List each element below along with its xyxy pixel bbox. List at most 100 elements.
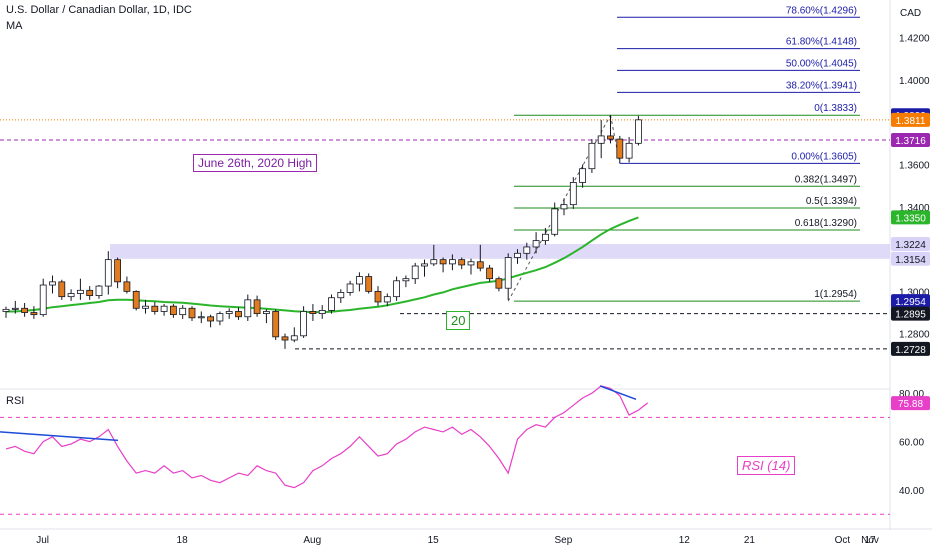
- candle-body: [300, 311, 308, 337]
- candle-body: [132, 290, 140, 309]
- candle-body: [337, 292, 345, 299]
- price-tag-bg: [891, 341, 930, 356]
- candle-body: [281, 336, 289, 341]
- candle-body: [458, 259, 466, 266]
- time-axis-tick: 17: [864, 535, 876, 546]
- rsi-value-tag-bg: [891, 396, 930, 411]
- time-axis-tick: 15: [428, 535, 440, 546]
- time-axis-tick: Nov: [861, 535, 879, 546]
- candle-body: [244, 299, 252, 318]
- candle-body: [486, 267, 494, 280]
- candle-body: [569, 182, 577, 206]
- candle-body: [346, 283, 354, 293]
- fib-retracement-label: 1(1.2954): [814, 289, 857, 300]
- candle-body: [328, 297, 335, 311]
- rsi-pane-title: RSI: [6, 395, 24, 407]
- resistance-zone: [110, 243, 890, 259]
- price-tag-bg: [891, 294, 930, 309]
- june-high-annotation: June 26th, 2020 High: [193, 154, 318, 172]
- candle-body: [579, 168, 586, 183]
- candle-body: [430, 259, 438, 265]
- price-tag-label: 1.3716: [895, 136, 926, 147]
- candle-body: [262, 311, 270, 314]
- candle-body: [151, 305, 159, 312]
- candle-body: [30, 312, 38, 316]
- time-axis-tick: Jul: [36, 535, 49, 546]
- candle-body: [514, 252, 521, 258]
- candle-body: [504, 257, 512, 289]
- price-tag-label: 1.3224: [895, 240, 926, 251]
- price-tag-bg: [891, 251, 930, 266]
- fib-extension-label: 61.80%(1.4148): [786, 37, 857, 48]
- candle-body: [318, 310, 326, 314]
- candle-body: [393, 280, 401, 298]
- candle-body: [560, 204, 568, 210]
- rsi-axis-tick: 80.00: [899, 389, 924, 400]
- candle-body: [290, 335, 298, 341]
- price-tag-label: 1.3350: [895, 213, 926, 224]
- fib-retracement-label: 0.5(1.3394): [806, 196, 857, 207]
- price-axis-tick: 1.4000: [899, 76, 930, 87]
- fib-extension-label: 38.20%(1.3941): [786, 80, 857, 91]
- candle-body: [216, 313, 224, 322]
- candle-body: [235, 311, 242, 318]
- time-axis-tick: Oct: [835, 535, 851, 546]
- candle-body: [439, 259, 447, 265]
- price-axis-tick: 1.3000: [899, 287, 930, 298]
- candle-body: [411, 265, 419, 280]
- price-tag-label: 1.2895: [895, 310, 926, 321]
- price-tag-bg: [891, 210, 930, 225]
- price-tag-label: 1.2728: [895, 345, 926, 356]
- price-tag-bg: [891, 236, 930, 251]
- candle-body: [476, 261, 484, 269]
- candle-body: [448, 259, 456, 265]
- rsi-period-label: RSI (14): [737, 456, 796, 475]
- candle-body: [77, 289, 84, 294]
- rsi-trendline-right: [599, 385, 637, 400]
- time-axis-tick: 18: [177, 535, 189, 546]
- price-tag-label: 1.3811: [896, 116, 926, 127]
- fib-retracement-label: 0.382(1.3497): [795, 174, 857, 185]
- candle-body: [39, 284, 47, 316]
- candle-body: [169, 305, 177, 316]
- price-tag-bg: [891, 132, 930, 147]
- fib-trend-line: [610, 115, 621, 164]
- price-tag-bg: [891, 112, 930, 127]
- candle-body: [551, 208, 559, 235]
- price-axis-currency: CAD: [900, 8, 921, 19]
- candle-body: [309, 311, 317, 314]
- time-axis-tick: Aug: [303, 535, 321, 546]
- candle-body: [616, 138, 624, 159]
- time-axis-tick: 12: [679, 535, 691, 546]
- chart-title: U.S. Dollar / Canadian Dollar, 1D, IDC: [6, 4, 192, 16]
- fib-retracement-label: 0.618(1.3290): [795, 218, 857, 229]
- candle-body: [197, 316, 205, 319]
- ma20-line: [6, 216, 639, 314]
- candle-body: [95, 285, 103, 297]
- candle-body: [402, 278, 410, 282]
- candle-body: [495, 278, 503, 289]
- candle-body: [374, 290, 382, 303]
- candle-body: [123, 281, 131, 292]
- candle-body: [421, 263, 428, 267]
- candle-body: [467, 261, 475, 266]
- candle-body: [114, 259, 121, 283]
- candle-body: [272, 311, 280, 338]
- fib-extension-label: 0.00%(1.3605): [791, 151, 857, 162]
- candle-body: [597, 135, 605, 144]
- candle-body: [523, 246, 531, 254]
- ma-period-label: 20: [446, 311, 471, 330]
- candle-body: [588, 142, 596, 170]
- candle-body: [11, 307, 19, 310]
- candle-body: [49, 281, 56, 286]
- candle-body: [21, 307, 29, 313]
- fib-extension-label: 50.00%(1.4045): [786, 58, 857, 69]
- price-axis-tick: 1.3600: [899, 160, 930, 171]
- candle-body: [104, 259, 112, 287]
- candle-body: [532, 240, 540, 248]
- candle-body: [635, 119, 642, 144]
- candle-body: [207, 316, 215, 322]
- candle-body: [2, 308, 10, 312]
- price-axis-tick: 1.2800: [899, 330, 930, 341]
